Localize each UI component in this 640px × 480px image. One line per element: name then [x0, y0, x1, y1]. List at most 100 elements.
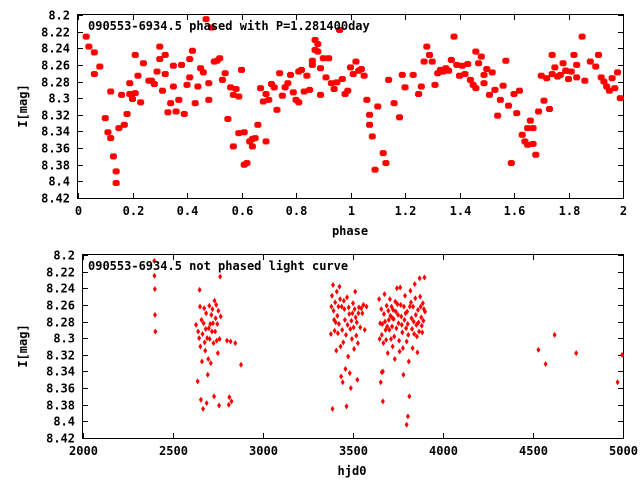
data-point	[406, 331, 411, 338]
data-point-halo	[330, 87, 338, 92]
data-point	[423, 308, 427, 315]
data-point-halo	[573, 75, 581, 80]
data-point	[381, 340, 386, 347]
data-point-halo	[409, 72, 417, 77]
data-point-halo	[475, 61, 483, 66]
data-point-halo	[371, 167, 379, 172]
data-point-halo	[570, 52, 578, 57]
data-point-halo	[360, 73, 368, 78]
data-point	[199, 358, 204, 365]
data-point-halo	[456, 73, 463, 78]
data-point	[336, 321, 341, 328]
data-point	[543, 360, 548, 367]
y-tick-label: 8.22	[41, 26, 70, 40]
data-point-halo	[382, 161, 390, 166]
data-point	[395, 301, 400, 308]
data-point-halo	[139, 61, 147, 66]
data-point-halo	[548, 52, 556, 57]
data-point	[409, 315, 414, 322]
data-point-halo	[202, 17, 210, 22]
data-point-halo	[137, 100, 145, 105]
data-point	[380, 321, 385, 328]
data-point-halo	[352, 59, 360, 64]
data-point-halo	[494, 113, 502, 118]
data-point	[393, 308, 398, 315]
data-point-halo	[480, 72, 488, 77]
y-axis-label-top: I[mag]	[16, 84, 30, 127]
data-point	[401, 303, 406, 310]
data-point-halo	[208, 25, 216, 30]
data-point-halo	[90, 50, 98, 55]
data-point-halo	[526, 118, 534, 123]
data-point-halo	[605, 88, 613, 93]
data-point-halo	[565, 77, 572, 82]
data-point-halo	[502, 58, 510, 63]
data-point-halo	[107, 89, 115, 94]
data-point	[386, 307, 391, 314]
data-point-halo	[363, 97, 371, 102]
data-point	[208, 321, 213, 328]
data-point	[383, 318, 388, 325]
data-point	[400, 329, 405, 336]
data-point	[392, 355, 397, 362]
data-point-halo	[314, 42, 322, 47]
data-point-halo	[317, 92, 325, 97]
data-point-halo	[205, 81, 213, 86]
data-point-halo	[158, 88, 166, 93]
data-point	[405, 321, 410, 328]
data-point	[351, 324, 356, 331]
data-point	[153, 311, 157, 318]
data-point-halo	[229, 144, 237, 149]
data-point	[218, 313, 223, 320]
data-point	[334, 288, 339, 295]
data-point-halo	[562, 68, 570, 73]
data-point-halo	[586, 59, 594, 64]
data-point	[214, 301, 219, 308]
data-point-halo	[559, 61, 567, 66]
data-point-halo	[488, 70, 496, 75]
data-point	[394, 285, 399, 292]
data-point-halo	[303, 73, 311, 78]
data-point-halo	[472, 49, 480, 54]
data-point	[355, 340, 360, 347]
data-point	[615, 379, 620, 386]
data-point-halo	[417, 84, 425, 89]
data-point	[350, 310, 355, 317]
data-point	[418, 293, 423, 300]
data-point	[348, 326, 353, 333]
data-point	[412, 281, 417, 288]
data-point	[212, 297, 217, 304]
data-point-halo	[213, 58, 221, 63]
data-point-halo	[134, 73, 142, 78]
data-point	[335, 330, 340, 337]
data-point	[331, 307, 336, 314]
data-point	[213, 315, 218, 322]
data-point-halo	[150, 82, 158, 87]
data-point	[216, 307, 221, 314]
x-tick-label: 2000	[69, 444, 98, 458]
data-point-halo	[420, 59, 428, 64]
x-tick-label: 0.8	[286, 204, 308, 218]
data-point	[396, 311, 400, 318]
data-point	[412, 331, 417, 338]
data-point	[202, 339, 207, 346]
data-point-halo	[594, 52, 602, 57]
data-point-halo	[518, 132, 526, 137]
data-point	[227, 394, 232, 401]
data-point-halo	[426, 52, 434, 57]
data-point-halo	[543, 76, 551, 81]
data-point-halo	[153, 69, 161, 74]
data-point	[422, 274, 427, 281]
data-point	[356, 310, 361, 317]
y-tick-label: 8.28	[46, 316, 75, 330]
data-point	[360, 310, 365, 317]
data-point	[388, 336, 393, 343]
data-point-halo	[535, 109, 543, 114]
y-axis-label-bottom: I[mag]	[16, 324, 30, 367]
x-tick-label: 0.2	[123, 204, 145, 218]
data-point	[415, 349, 420, 356]
data-point	[207, 336, 212, 343]
data-point-halo	[461, 72, 469, 77]
data-point	[419, 322, 424, 329]
data-point-halo	[537, 73, 545, 78]
